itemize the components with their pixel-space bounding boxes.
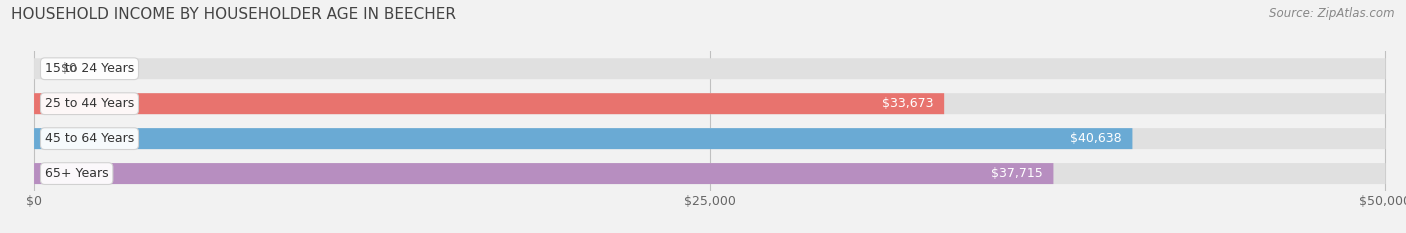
- FancyBboxPatch shape: [34, 93, 1385, 114]
- Text: Source: ZipAtlas.com: Source: ZipAtlas.com: [1270, 7, 1395, 20]
- Text: $33,673: $33,673: [882, 97, 934, 110]
- FancyBboxPatch shape: [34, 93, 945, 114]
- FancyBboxPatch shape: [34, 128, 1385, 149]
- FancyBboxPatch shape: [34, 128, 1132, 149]
- Text: $0: $0: [60, 62, 77, 75]
- Text: $40,638: $40,638: [1070, 132, 1122, 145]
- Text: 15 to 24 Years: 15 to 24 Years: [45, 62, 134, 75]
- Text: 65+ Years: 65+ Years: [45, 167, 108, 180]
- FancyBboxPatch shape: [34, 163, 1053, 184]
- FancyBboxPatch shape: [34, 163, 1385, 184]
- Text: HOUSEHOLD INCOME BY HOUSEHOLDER AGE IN BEECHER: HOUSEHOLD INCOME BY HOUSEHOLDER AGE IN B…: [11, 7, 457, 22]
- FancyBboxPatch shape: [34, 58, 1385, 79]
- Text: 45 to 64 Years: 45 to 64 Years: [45, 132, 134, 145]
- Text: 25 to 44 Years: 25 to 44 Years: [45, 97, 134, 110]
- Text: $37,715: $37,715: [991, 167, 1043, 180]
